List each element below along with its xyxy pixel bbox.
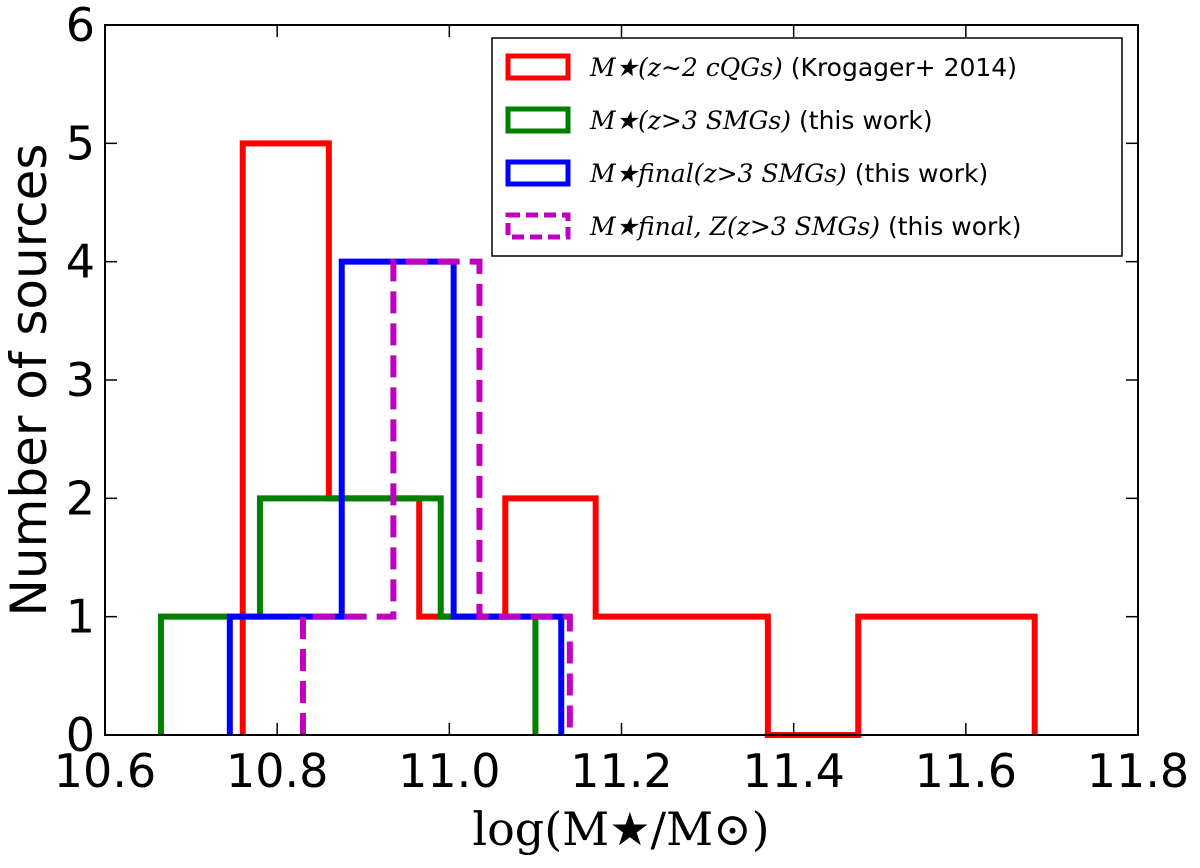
y-tick-label: 2 xyxy=(66,471,95,525)
legend-label-math: M★(z∼2 cQGs) xyxy=(589,53,783,82)
histogram-series-4 xyxy=(299,258,573,735)
legend-label: M★final, Z(z>3 SMGs) (this work) xyxy=(589,212,1022,241)
y-tick-label: 0 xyxy=(66,708,95,762)
y-axis-label: Number of sources xyxy=(0,144,58,617)
x-tick-label: 11.2 xyxy=(570,744,672,798)
x-tick-label: 11.0 xyxy=(398,744,500,798)
legend-swatch xyxy=(505,159,571,187)
legend-frame xyxy=(491,37,1123,257)
x-tick-label: 11.8 xyxy=(1087,744,1189,798)
legend: M★(z∼2 cQGs) (Krogager+ 2014)M★(z>3 SMGs)… xyxy=(491,37,1123,257)
legend-label-text: (this work) xyxy=(888,212,1022,241)
legend-label-math: M★(z>3 SMGs) xyxy=(589,106,791,135)
x-tick-label: 11.4 xyxy=(742,744,844,798)
y-tick-label: 4 xyxy=(66,235,95,289)
legend-label-math: M★final(z>3 SMGs) xyxy=(589,159,847,188)
legend-label-text: (Krogager+ 2014) xyxy=(791,53,1017,82)
x-tick-label: 10.8 xyxy=(226,744,328,798)
x-axis-label: log(M★/M⊙) xyxy=(472,802,769,856)
legend-entry-4: M★final, Z(z>3 SMGs) (this work) xyxy=(505,212,1022,241)
x-tick-label: 10.6 xyxy=(54,744,156,798)
legend-label-math: M★final, Z(z>3 SMGs) xyxy=(589,212,880,241)
histogram-series-1 xyxy=(239,140,1038,738)
legend-label-text: (this work) xyxy=(855,159,989,188)
legend-label: M★final(z>3 SMGs) (this work) xyxy=(589,159,988,188)
y-tick-labels: 0 1 2 3 4 5 6 xyxy=(66,0,95,762)
legend-entry-2: M★(z>3 SMGs) (this work) xyxy=(505,106,933,135)
legend-entry-1: M★(z∼2 cQGs) (Krogager+ 2014) xyxy=(505,53,1017,82)
legend-label-text: (this work) xyxy=(799,106,933,135)
y-tick-label: 5 xyxy=(66,116,95,170)
x-tick-label: 11.6 xyxy=(915,744,1017,798)
y-tick-label: 1 xyxy=(66,590,95,644)
plot-area xyxy=(157,140,1038,738)
legend-swatch xyxy=(505,212,571,240)
x-tick-labels: 10.6 10.8 11.0 11.2 11.4 11.6 11.8 xyxy=(54,744,1189,798)
y-tick-label: 6 xyxy=(66,0,95,52)
legend-entry-3: M★final(z>3 SMGs) (this work) xyxy=(505,159,988,188)
legend-swatch xyxy=(505,53,571,81)
axis-ticks xyxy=(104,24,1139,736)
legend-label: M★(z∼2 cQGs) (Krogager+ 2014) xyxy=(589,53,1017,82)
y-tick-label: 3 xyxy=(66,353,95,407)
legend-label: M★(z>3 SMGs) (this work) xyxy=(589,106,933,135)
legend-swatch xyxy=(505,106,571,134)
